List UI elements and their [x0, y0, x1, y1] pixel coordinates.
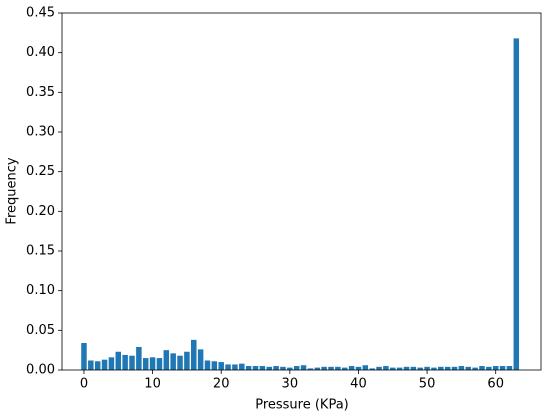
- y-tick-label: 0.15: [26, 244, 55, 259]
- bar: [390, 367, 396, 370]
- bar: [499, 366, 506, 370]
- x-tick-label: 60: [487, 377, 504, 392]
- bar: [458, 366, 465, 370]
- bar: [191, 339, 197, 370]
- bar: [88, 360, 94, 370]
- bar: [287, 367, 293, 370]
- bar: [101, 359, 108, 370]
- bar: [362, 365, 369, 370]
- bar: [314, 367, 321, 370]
- bar: [438, 366, 444, 370]
- bar: [280, 366, 286, 370]
- bar: [300, 365, 307, 370]
- y-tick-label: 0.30: [26, 125, 55, 140]
- bar: [335, 366, 341, 370]
- bar: [245, 366, 252, 370]
- bar: [204, 360, 211, 370]
- bar: [81, 343, 87, 370]
- bar: [383, 366, 389, 370]
- bar: [142, 358, 149, 370]
- bar: [328, 366, 334, 370]
- bar: [376, 366, 382, 370]
- bar: [252, 366, 259, 370]
- bar: [506, 366, 513, 370]
- bar: [465, 366, 472, 370]
- plot-frame: [61, 12, 542, 371]
- x-tick-label: 10: [144, 377, 161, 392]
- bar: [369, 368, 375, 370]
- bar: [94, 361, 101, 370]
- bar: [444, 366, 451, 370]
- bar: [403, 366, 410, 370]
- bar: [431, 367, 437, 370]
- x-tick-label: 20: [213, 377, 230, 392]
- bar: [293, 366, 300, 370]
- y-tick-label: 0.20: [26, 204, 55, 219]
- bar: [472, 367, 478, 370]
- bar: [348, 366, 355, 370]
- x-tick-label: 50: [419, 377, 436, 392]
- y-tick-label: 0.00: [26, 363, 55, 378]
- bar: [479, 366, 485, 370]
- bar: [321, 366, 327, 370]
- bar: [156, 358, 163, 370]
- y-tick-label: 0.10: [26, 283, 55, 298]
- bar: [149, 357, 156, 370]
- y-tick-label: 0.05: [26, 323, 55, 338]
- bar: [396, 367, 403, 370]
- bar: [225, 364, 231, 370]
- bar: [232, 364, 238, 370]
- bar: [122, 354, 128, 370]
- bar: [424, 366, 430, 370]
- x-tick-label: 0: [80, 377, 88, 392]
- y-axis-label: Frequency: [5, 157, 20, 224]
- bar: [341, 367, 348, 370]
- x-tick-label: 30: [282, 377, 299, 392]
- bar: [163, 350, 170, 370]
- bar: [218, 362, 224, 370]
- bar: [410, 366, 417, 370]
- bar: [115, 351, 122, 370]
- y-tick-label: 0.45: [26, 6, 55, 21]
- bar: [177, 355, 183, 370]
- bar: [170, 353, 176, 370]
- y-tick-label: 0.40: [26, 45, 55, 60]
- bar: [417, 367, 423, 370]
- bar: [197, 349, 204, 370]
- bar: [355, 366, 362, 370]
- bar: [307, 368, 314, 370]
- x-tick-label: 40: [350, 377, 367, 392]
- bar: [184, 351, 190, 370]
- bar: [451, 366, 458, 370]
- y-tick-label: 0.35: [26, 85, 55, 100]
- bar: [273, 366, 279, 370]
- bar: [266, 366, 272, 370]
- bar: [108, 357, 115, 370]
- bar: [259, 366, 266, 370]
- bar: [136, 346, 142, 370]
- y-tick-label: 0.25: [26, 164, 55, 179]
- bar: [513, 38, 520, 371]
- bar: [486, 366, 492, 370]
- bar: [239, 363, 245, 370]
- bar: [492, 366, 499, 370]
- bar: [211, 361, 218, 370]
- x-axis-label: Pressure (KPa): [255, 398, 349, 413]
- bar: [129, 355, 135, 370]
